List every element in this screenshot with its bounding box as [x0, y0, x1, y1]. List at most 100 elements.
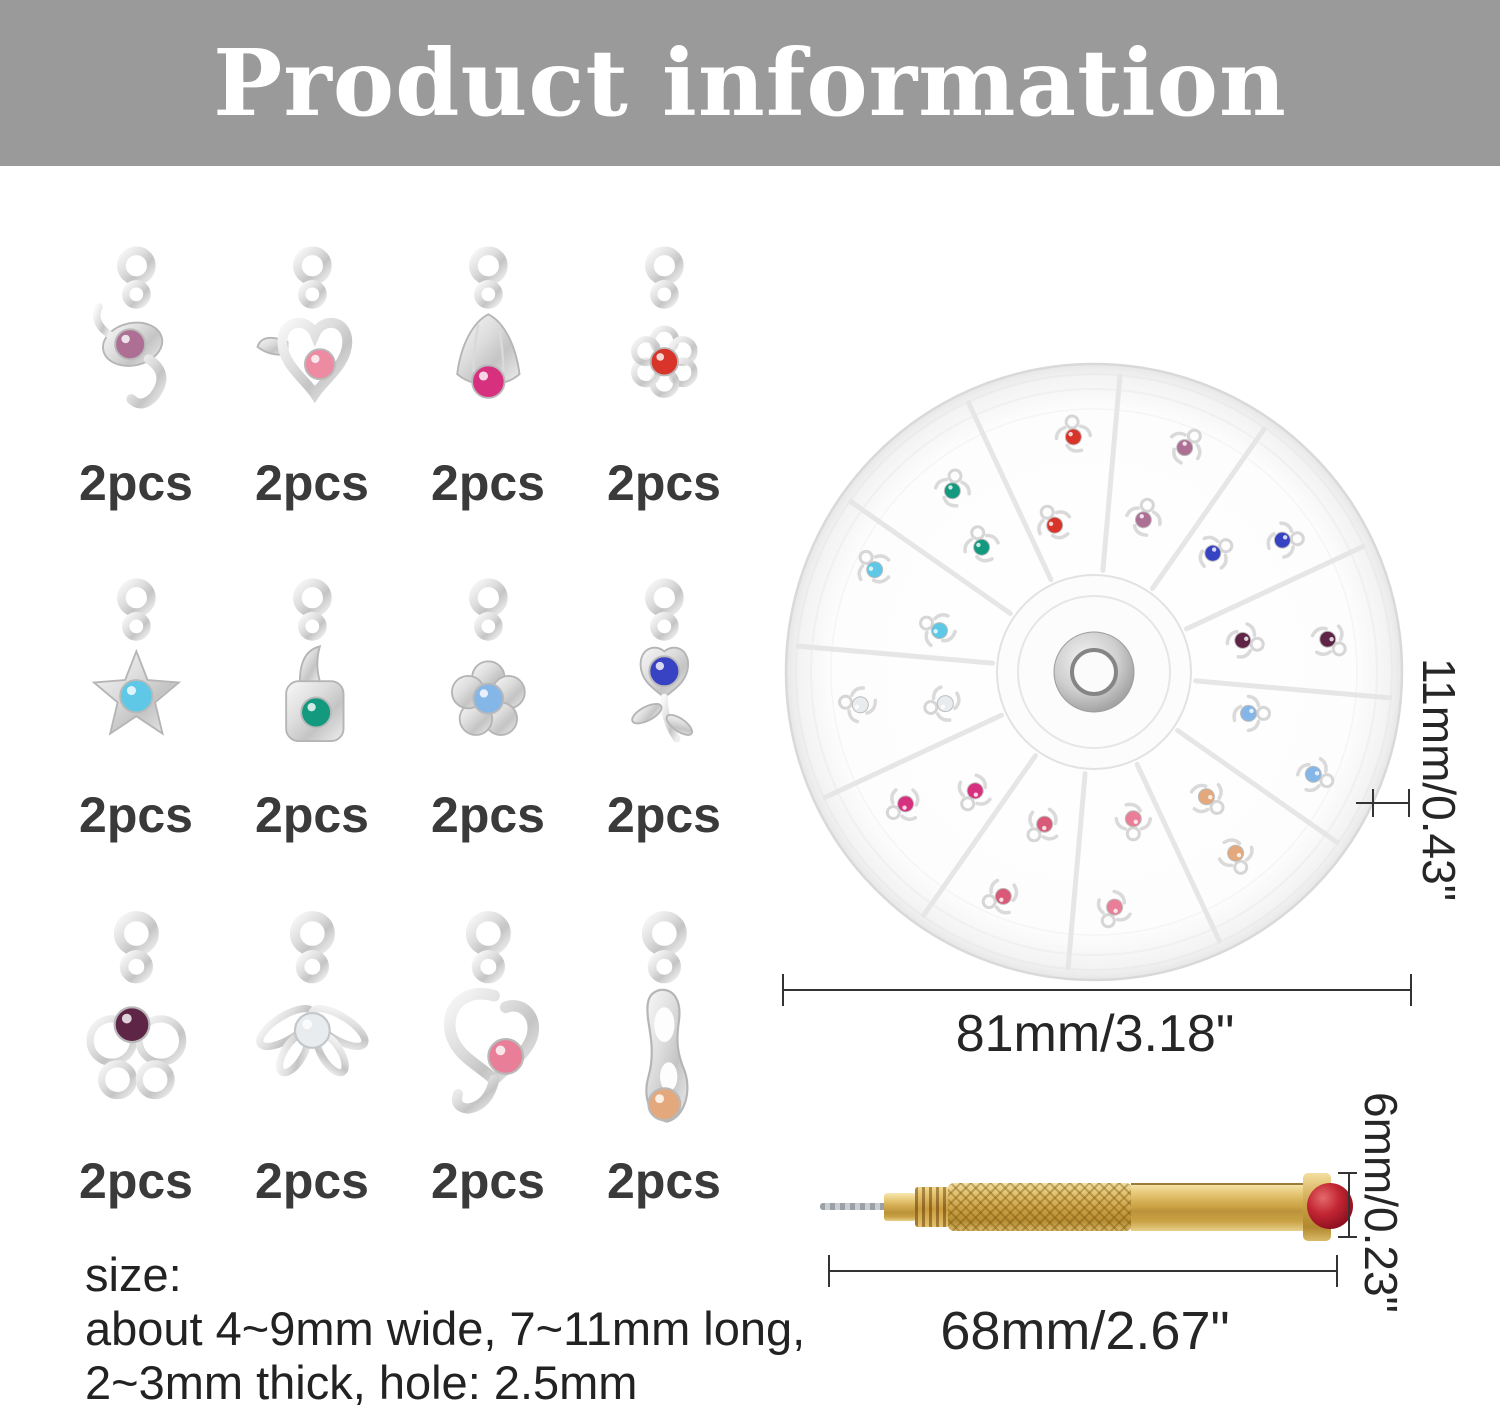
charm-cell-slipper-charm: 2pcs — [578, 906, 750, 1266]
wheel-charm — [1198, 535, 1234, 570]
drill-shaft — [1131, 1183, 1303, 1231]
charm-image — [416, 906, 561, 1152]
charm-image — [602, 574, 727, 786]
wheel-divider — [1150, 426, 1267, 591]
drill-threaded-section — [915, 1187, 949, 1227]
charm-image — [602, 242, 727, 454]
wheel-charm — [1232, 694, 1271, 733]
wheel-diameter-label: 81mm/3.18" — [955, 1005, 1235, 1063]
charm-quantity-label: 2pcs — [79, 455, 193, 511]
tulip-charm — [630, 578, 693, 743]
wheel-divider — [1175, 728, 1340, 845]
leaf-swirl-charm — [92, 246, 166, 409]
wheel-divider — [1134, 761, 1222, 944]
charm-cell-swirl-heart-charm: 2pcs — [402, 906, 574, 1266]
wheel-diameter-dimension-line — [782, 989, 1412, 991]
drill-knurled-grip — [948, 1183, 1132, 1231]
charm-cell-tulip-charm: 2pcs — [578, 574, 750, 906]
header-banner: Product information — [0, 0, 1500, 166]
charm-cell-bell-flower-charm: 2pcs — [402, 242, 574, 574]
drill-length-tick — [828, 1255, 830, 1287]
wheel-divider — [1183, 544, 1366, 632]
charm-quantity-label: 2pcs — [255, 787, 369, 843]
charm-cell-leaf-swirl-charm: 2pcs — [50, 242, 222, 574]
charm-image — [74, 242, 199, 454]
page-title: Product information — [213, 29, 1287, 137]
charm-wheel-figure — [774, 352, 1414, 992]
wheel-charm — [1037, 504, 1072, 540]
wheel-thickness-bracket — [1356, 802, 1410, 804]
wheel-divider — [822, 712, 1005, 800]
wheel-charm — [857, 549, 891, 584]
wheel-charm — [838, 686, 878, 724]
charm-image — [250, 574, 375, 786]
charm-quantity-label: 2pcs — [607, 455, 721, 511]
flower-charm — [450, 578, 526, 736]
charm-image — [64, 906, 209, 1152]
wheel-charm — [1310, 624, 1347, 657]
filigree-flower-charm — [630, 246, 698, 398]
charm-quantity-label: 2pcs — [431, 787, 545, 843]
wheel-charm — [1096, 889, 1132, 929]
wheel-divider — [848, 499, 1013, 616]
wheel-charm — [957, 773, 992, 812]
charm-cell-star-charm: 2pcs — [50, 574, 222, 906]
drill-bit — [820, 1203, 888, 1210]
wheel-thickness-bracket-cap — [1408, 789, 1410, 817]
drill-head-bracket — [1348, 1172, 1350, 1238]
drill-length-label: 68mm/2.67" — [940, 1301, 1230, 1361]
wheel-charm — [1054, 414, 1093, 453]
winged-heart-charm — [256, 246, 352, 404]
wheel-charm — [1026, 807, 1059, 843]
wheel-divider — [795, 643, 995, 666]
charm-image — [592, 906, 737, 1152]
charm-image — [426, 242, 551, 454]
wheel-charm — [1295, 757, 1335, 793]
charm-image — [240, 906, 385, 1152]
charm-quantity-label: 2pcs — [255, 455, 369, 511]
wheel-charm — [919, 613, 957, 648]
charm-quantity-label: 2pcs — [607, 1153, 721, 1209]
drill-collet — [884, 1193, 916, 1221]
slipper-charm — [641, 911, 689, 1123]
charm-quantity-label: 2pcs — [255, 1153, 369, 1209]
charm-cell-flower-charm: 2pcs — [402, 574, 574, 906]
wheel-charm — [1114, 802, 1153, 842]
wheel-divider — [921, 753, 1038, 918]
wheel-diameter-tick — [1410, 974, 1412, 1006]
swirl-heart-charm — [443, 911, 539, 1114]
wheel-charm — [1225, 622, 1265, 659]
charm-image — [74, 574, 199, 786]
wheel-charm — [1217, 838, 1254, 875]
wheel-charm — [1169, 428, 1202, 465]
wheel-charm — [923, 685, 961, 722]
size-note-line: 2~3mm thick, hole: 2.5mm — [85, 1356, 638, 1409]
wheel-thickness-label: 11mm/0.43" — [1413, 658, 1465, 902]
wheel-charm — [1125, 497, 1162, 537]
wheel-thickness-bracket-cap — [1372, 789, 1374, 817]
charm-wheel — [784, 362, 1404, 982]
butterfly-charm — [86, 911, 186, 1101]
charm-cell-dragonfly-charm: 2pcs — [226, 906, 398, 1266]
wheel-charm — [981, 878, 1019, 915]
wheel-divider — [1100, 373, 1123, 573]
charm-cell-filigree-flower-charm: 2pcs — [578, 242, 750, 574]
charm-quantity-label: 2pcs — [79, 1153, 193, 1209]
charm-quantity-label: 2pcs — [431, 455, 545, 511]
charm-quantity-label: 2pcs — [79, 787, 193, 843]
star-charm — [91, 578, 181, 736]
wheel-divider — [966, 400, 1054, 583]
wheel-charm — [885, 788, 920, 822]
wheel-charm — [963, 525, 1000, 563]
size-note-line: about 4~9mm wide, 7~11mm long, — [85, 1302, 806, 1355]
charm-grid: 2pcs 2pcs 2pcs 2pcs 2pcs 2pcs 2pcs — [50, 242, 750, 1266]
dragonfly-charm — [255, 911, 369, 1124]
drill-head-bracket-cap — [1338, 1172, 1357, 1174]
handbag-charm — [284, 578, 345, 743]
size-note-line: size: — [85, 1248, 182, 1301]
charm-cell-winged-heart-charm: 2pcs — [226, 242, 398, 574]
charm-quantity-label: 2pcs — [431, 1153, 545, 1209]
drill-end-gem — [1307, 1183, 1353, 1229]
wheel-diameter-tick — [782, 974, 784, 1006]
